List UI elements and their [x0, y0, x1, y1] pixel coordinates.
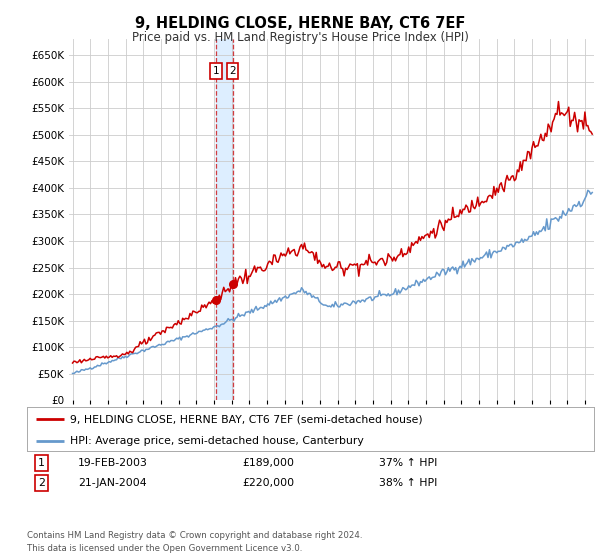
Text: 2: 2 [38, 478, 44, 488]
Text: £189,000: £189,000 [242, 458, 295, 468]
Text: This data is licensed under the Open Government Licence v3.0.: This data is licensed under the Open Gov… [27, 544, 302, 553]
Text: 9, HELDING CLOSE, HERNE BAY, CT6 7EF: 9, HELDING CLOSE, HERNE BAY, CT6 7EF [135, 16, 465, 31]
Text: £220,000: £220,000 [242, 478, 295, 488]
Text: 1: 1 [38, 458, 44, 468]
Text: 2: 2 [229, 66, 236, 76]
Text: 1: 1 [213, 66, 220, 76]
Text: Price paid vs. HM Land Registry's House Price Index (HPI): Price paid vs. HM Land Registry's House … [131, 31, 469, 44]
Text: 9, HELDING CLOSE, HERNE BAY, CT6 7EF (semi-detached house): 9, HELDING CLOSE, HERNE BAY, CT6 7EF (se… [70, 414, 422, 424]
Text: 38% ↑ HPI: 38% ↑ HPI [379, 478, 437, 488]
Text: Contains HM Land Registry data © Crown copyright and database right 2024.: Contains HM Land Registry data © Crown c… [27, 531, 362, 540]
Bar [216, 39, 233, 400]
Text: HPI: Average price, semi-detached house, Canterbury: HPI: Average price, semi-detached house,… [70, 436, 363, 446]
Text: 37% ↑ HPI: 37% ↑ HPI [379, 458, 437, 468]
Text: 19-FEB-2003: 19-FEB-2003 [78, 458, 148, 468]
Text: 21-JAN-2004: 21-JAN-2004 [78, 478, 146, 488]
